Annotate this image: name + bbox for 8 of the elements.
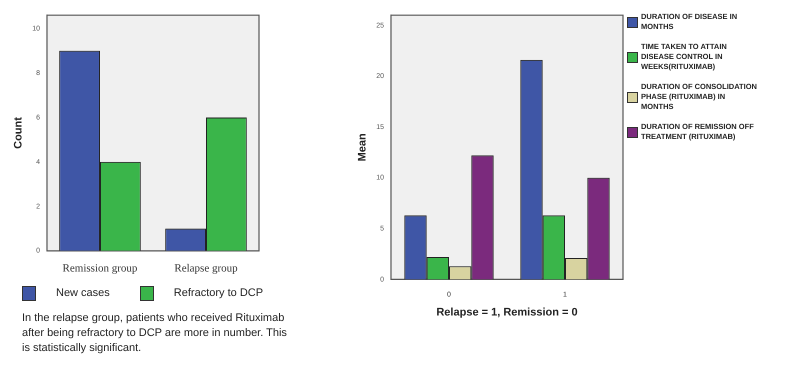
text: In the relapse group, patients who received Rituximab after being refractory to DCP are more in number. This is statistically significant. (22, 311, 288, 356)
legend-label: Refractory to DCP (174, 287, 264, 300)
x-axis-title: Relapse = 1, Remission = 0 (436, 306, 578, 318)
legend-label: New cases (56, 287, 110, 300)
y-axis-title: Mean (356, 132, 369, 162)
y-axis-title: Count (12, 116, 25, 149)
x-tick-label: Remission group (62, 262, 138, 274)
x-tick-label: Relapse group (174, 262, 238, 274)
